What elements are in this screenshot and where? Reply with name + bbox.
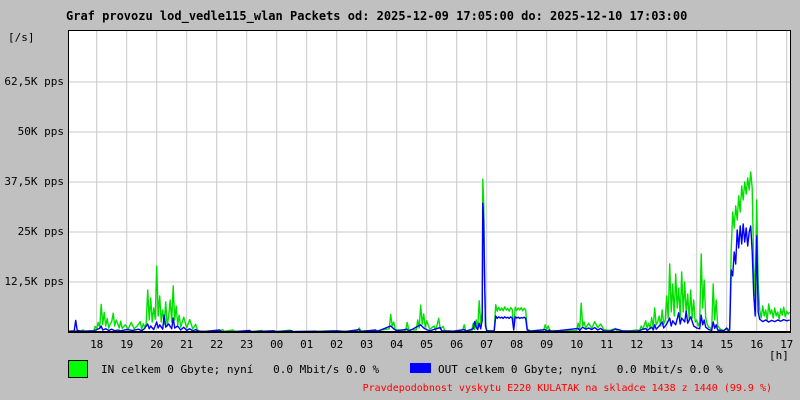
x-axis-tick-label: 11: [600, 338, 614, 351]
x-axis-tick-label: 00: [270, 338, 284, 351]
x-axis-tick-label: 09: [540, 338, 554, 351]
x-axis-tick-label: 04: [390, 338, 404, 351]
y-axis-tick-label: 62,5K pps: [4, 75, 64, 88]
y-axis-tick-label: 25K pps: [17, 225, 64, 238]
y-axis-unit-label: [/s]: [8, 31, 35, 44]
legend-in-label: IN celkem 0 Gbyte; nyní 0.0 Mbit/s 0.0 %: [101, 363, 380, 376]
x-axis-tick-label: 14: [690, 338, 704, 351]
x-axis-tick-label: 05: [420, 338, 434, 351]
y-axis-tick-label: 50K pps: [17, 125, 64, 138]
x-axis-tick-label: 23: [240, 338, 254, 351]
x-axis-tick-label: 16: [750, 338, 764, 351]
y-axis-tick-label: 37,5K pps: [4, 175, 64, 188]
x-axis-tick-label: 17: [780, 338, 794, 351]
legend-in-swatch: [68, 360, 88, 378]
x-axis-tick-label: 07: [480, 338, 494, 351]
x-axis-tick-label: 15: [720, 338, 734, 351]
x-axis-tick-label: 22: [210, 338, 224, 351]
x-axis-tick-label: 18: [90, 338, 104, 351]
legend-out-swatch: [410, 363, 431, 373]
y-axis-tick-label: 12,5K pps: [4, 275, 64, 288]
x-axis-tick-label: 12: [630, 338, 644, 351]
x-axis-tick-label: 21: [180, 338, 194, 351]
x-axis-tick-label: 02: [330, 338, 344, 351]
x-axis-tick-label: 08: [510, 338, 524, 351]
x-axis-tick-label: 01: [300, 338, 314, 351]
traffic-chart[interactable]: [68, 30, 791, 333]
x-axis-tick-label: 19: [120, 338, 134, 351]
x-axis-tick-label: 13: [660, 338, 674, 351]
probability-note: Pravdepodobnost vyskytu E220 KULATAK na …: [362, 383, 772, 394]
x-axis-unit-label: [h]: [769, 349, 789, 362]
out-series-line: [69, 202, 790, 331]
x-axis-tick-label: 10: [570, 338, 584, 351]
in-series-line: [69, 171, 790, 331]
x-axis-tick-label: 20: [150, 338, 164, 351]
legend-out-label: OUT celkem 0 Gbyte; nyní 0.0 Mbit/s 0.0 …: [438, 363, 723, 376]
chart-canvas: [69, 31, 790, 331]
page-title: Graf provozu lod_vedle115_wlan Packets o…: [66, 9, 688, 23]
x-axis-tick-label: 06: [450, 338, 464, 351]
x-axis-tick-label: 03: [360, 338, 374, 351]
